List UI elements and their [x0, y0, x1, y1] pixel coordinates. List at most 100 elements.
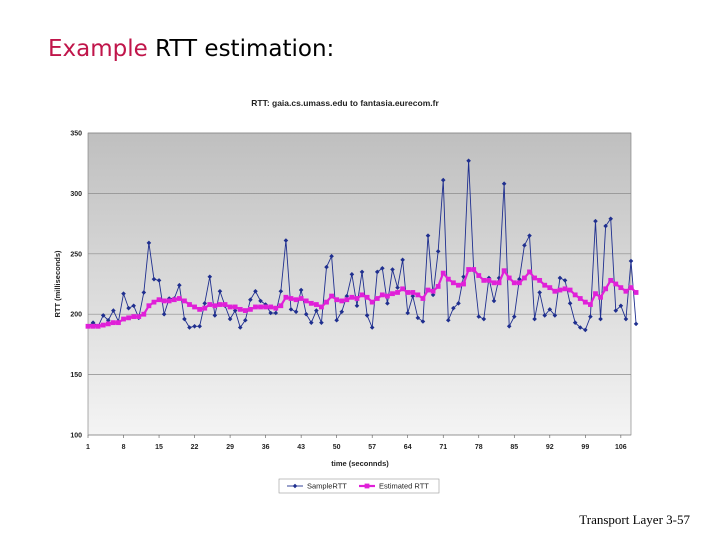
sample-rtt-point	[288, 307, 294, 312]
sample-rtt-point	[456, 301, 461, 306]
sample-rtt-point	[395, 285, 400, 290]
estimated-rtt-point	[329, 293, 334, 299]
estimated-rtt-point	[547, 285, 553, 291]
sample-rtt-point	[451, 305, 456, 311]
estimated-rtt-series	[85, 267, 639, 329]
estimated-rtt-point	[242, 308, 248, 313]
estimated-rtt-point	[496, 280, 502, 286]
estimated-rtt-point	[395, 290, 400, 295]
estimated-rtt-point	[440, 270, 446, 276]
sample-rtt-point	[334, 317, 339, 323]
estimated-rtt-point	[613, 281, 619, 287]
sample-rtt-point	[232, 308, 238, 313]
sample-rtt-point	[156, 278, 162, 283]
sample-rtt-point	[466, 158, 471, 164]
estimated-rtt-point	[456, 282, 461, 288]
estimated-rtt-point	[471, 267, 477, 272]
estimated-rtt-point	[506, 275, 512, 281]
estimated-rtt-point	[557, 287, 563, 293]
sample-rtt-point	[258, 298, 263, 304]
sample-rtt-point	[217, 288, 223, 294]
estimated-rtt-point	[237, 306, 243, 312]
sample-rtt-point	[446, 317, 451, 323]
estimated-rtt-point	[298, 296, 304, 301]
sample-rtt-point	[583, 327, 588, 333]
sample-rtt-point	[212, 313, 218, 318]
estimated-rtt-point	[146, 303, 152, 309]
sample-rtt-point	[177, 282, 182, 288]
estimated-rtt-point	[430, 288, 436, 294]
estimated-rtt-point	[476, 273, 482, 278]
estimated-rtt-point	[263, 304, 269, 310]
estimated-rtt-point	[308, 300, 314, 306]
sample-rtt-point	[182, 316, 187, 322]
estimated-rtt-point	[420, 296, 426, 301]
estimated-rtt-point	[369, 299, 375, 305]
estimated-rtt-point	[232, 304, 238, 310]
estimated-rtt-point	[110, 320, 116, 326]
estimated-rtt-point	[374, 296, 380, 301]
sample-rtt-point	[268, 310, 273, 316]
sample-rtt-point	[303, 311, 309, 317]
chart-title: RTT: gaia.cs.umass.edu to fantasia.eurec…	[251, 98, 439, 108]
x-tick-label: 8	[122, 444, 126, 451]
x-tick-label: 29	[226, 444, 234, 451]
estimated-rtt-point	[253, 304, 258, 310]
estimated-rtt-point	[608, 277, 614, 283]
y-axis-ticks: 100 150 200 250 300 350	[70, 131, 82, 440]
sample-rtt-point	[603, 223, 608, 229]
sample-rtt-point	[537, 290, 542, 295]
sample-rtt-point	[90, 320, 96, 325]
sample-rtt-point	[567, 301, 573, 306]
sample-rtt-point	[420, 319, 426, 324]
estimated-rtt-point	[623, 288, 629, 294]
estimated-rtt-point	[85, 323, 91, 329]
y-tick-label: 200	[70, 312, 82, 319]
sample-rtt-point	[369, 325, 375, 330]
sample-rtt-point	[577, 325, 583, 330]
sample-rtt-point	[613, 308, 619, 313]
sample-rtt-point	[192, 323, 197, 329]
sample-rtt-point	[141, 290, 147, 295]
sample-rtt-point	[608, 216, 614, 222]
y-axis-label: RTT (milliseconds)	[53, 250, 62, 318]
sample-rtt-point	[435, 249, 441, 254]
estimated-rtt-point	[567, 287, 573, 293]
x-tick-label: 57	[368, 444, 376, 451]
sample-rtt-point	[243, 317, 248, 323]
estimated-rtt-point	[151, 299, 157, 305]
sample-rtt-point	[628, 258, 634, 264]
sample-rtt-point	[506, 323, 512, 329]
estimated-rtt-point	[359, 292, 365, 298]
estimated-rtt-point	[491, 280, 497, 286]
estimated-rtt-point	[202, 305, 208, 311]
x-tick-label: 1	[86, 444, 90, 451]
estimated-rtt-point	[501, 268, 507, 274]
sample-rtt-point	[359, 269, 365, 275]
y-tick-label: 300	[70, 191, 82, 198]
sample-rtt-point	[374, 269, 380, 275]
x-tick-label: 64	[404, 444, 412, 451]
estimated-rtt-point	[532, 275, 537, 281]
sample-rtt-point	[405, 310, 411, 316]
estimated-rtt-point	[582, 299, 588, 305]
estimated-rtt-point	[390, 291, 395, 297]
sample-rtt-point	[552, 313, 558, 318]
sample-rtt-point	[623, 316, 629, 322]
sample-rtt-point	[314, 308, 319, 313]
estimated-rtt-point	[405, 290, 411, 295]
estimated-rtt-point	[552, 288, 558, 294]
sample-rtt-point	[105, 317, 111, 323]
estimated-rtt-point	[588, 302, 593, 307]
x-tick-label: 92	[546, 444, 554, 451]
sample-rtt-point	[572, 320, 578, 325]
x-tick-label: 22	[191, 444, 199, 451]
estimated-rtt-point	[461, 281, 466, 287]
y-tick-label: 250	[70, 251, 82, 258]
sample-rtt-point	[187, 325, 192, 330]
estimated-rtt-point	[572, 292, 578, 298]
estimated-rtt-point	[537, 277, 543, 283]
estimated-rtt-point	[258, 304, 263, 310]
sample-rtt-point	[253, 288, 258, 294]
